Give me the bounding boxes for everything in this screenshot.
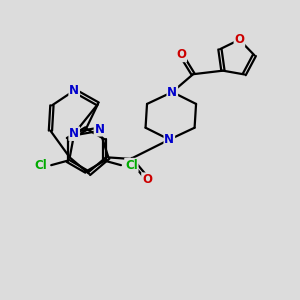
Text: O: O — [176, 48, 186, 62]
Text: Cl: Cl — [34, 159, 47, 172]
Text: O: O — [234, 33, 244, 46]
Text: N: N — [167, 85, 177, 98]
Text: O: O — [142, 173, 152, 186]
Text: N: N — [69, 84, 79, 97]
Text: N: N — [94, 123, 104, 136]
Text: N: N — [69, 127, 79, 140]
Text: Cl: Cl — [125, 159, 138, 172]
Text: N: N — [164, 133, 174, 146]
